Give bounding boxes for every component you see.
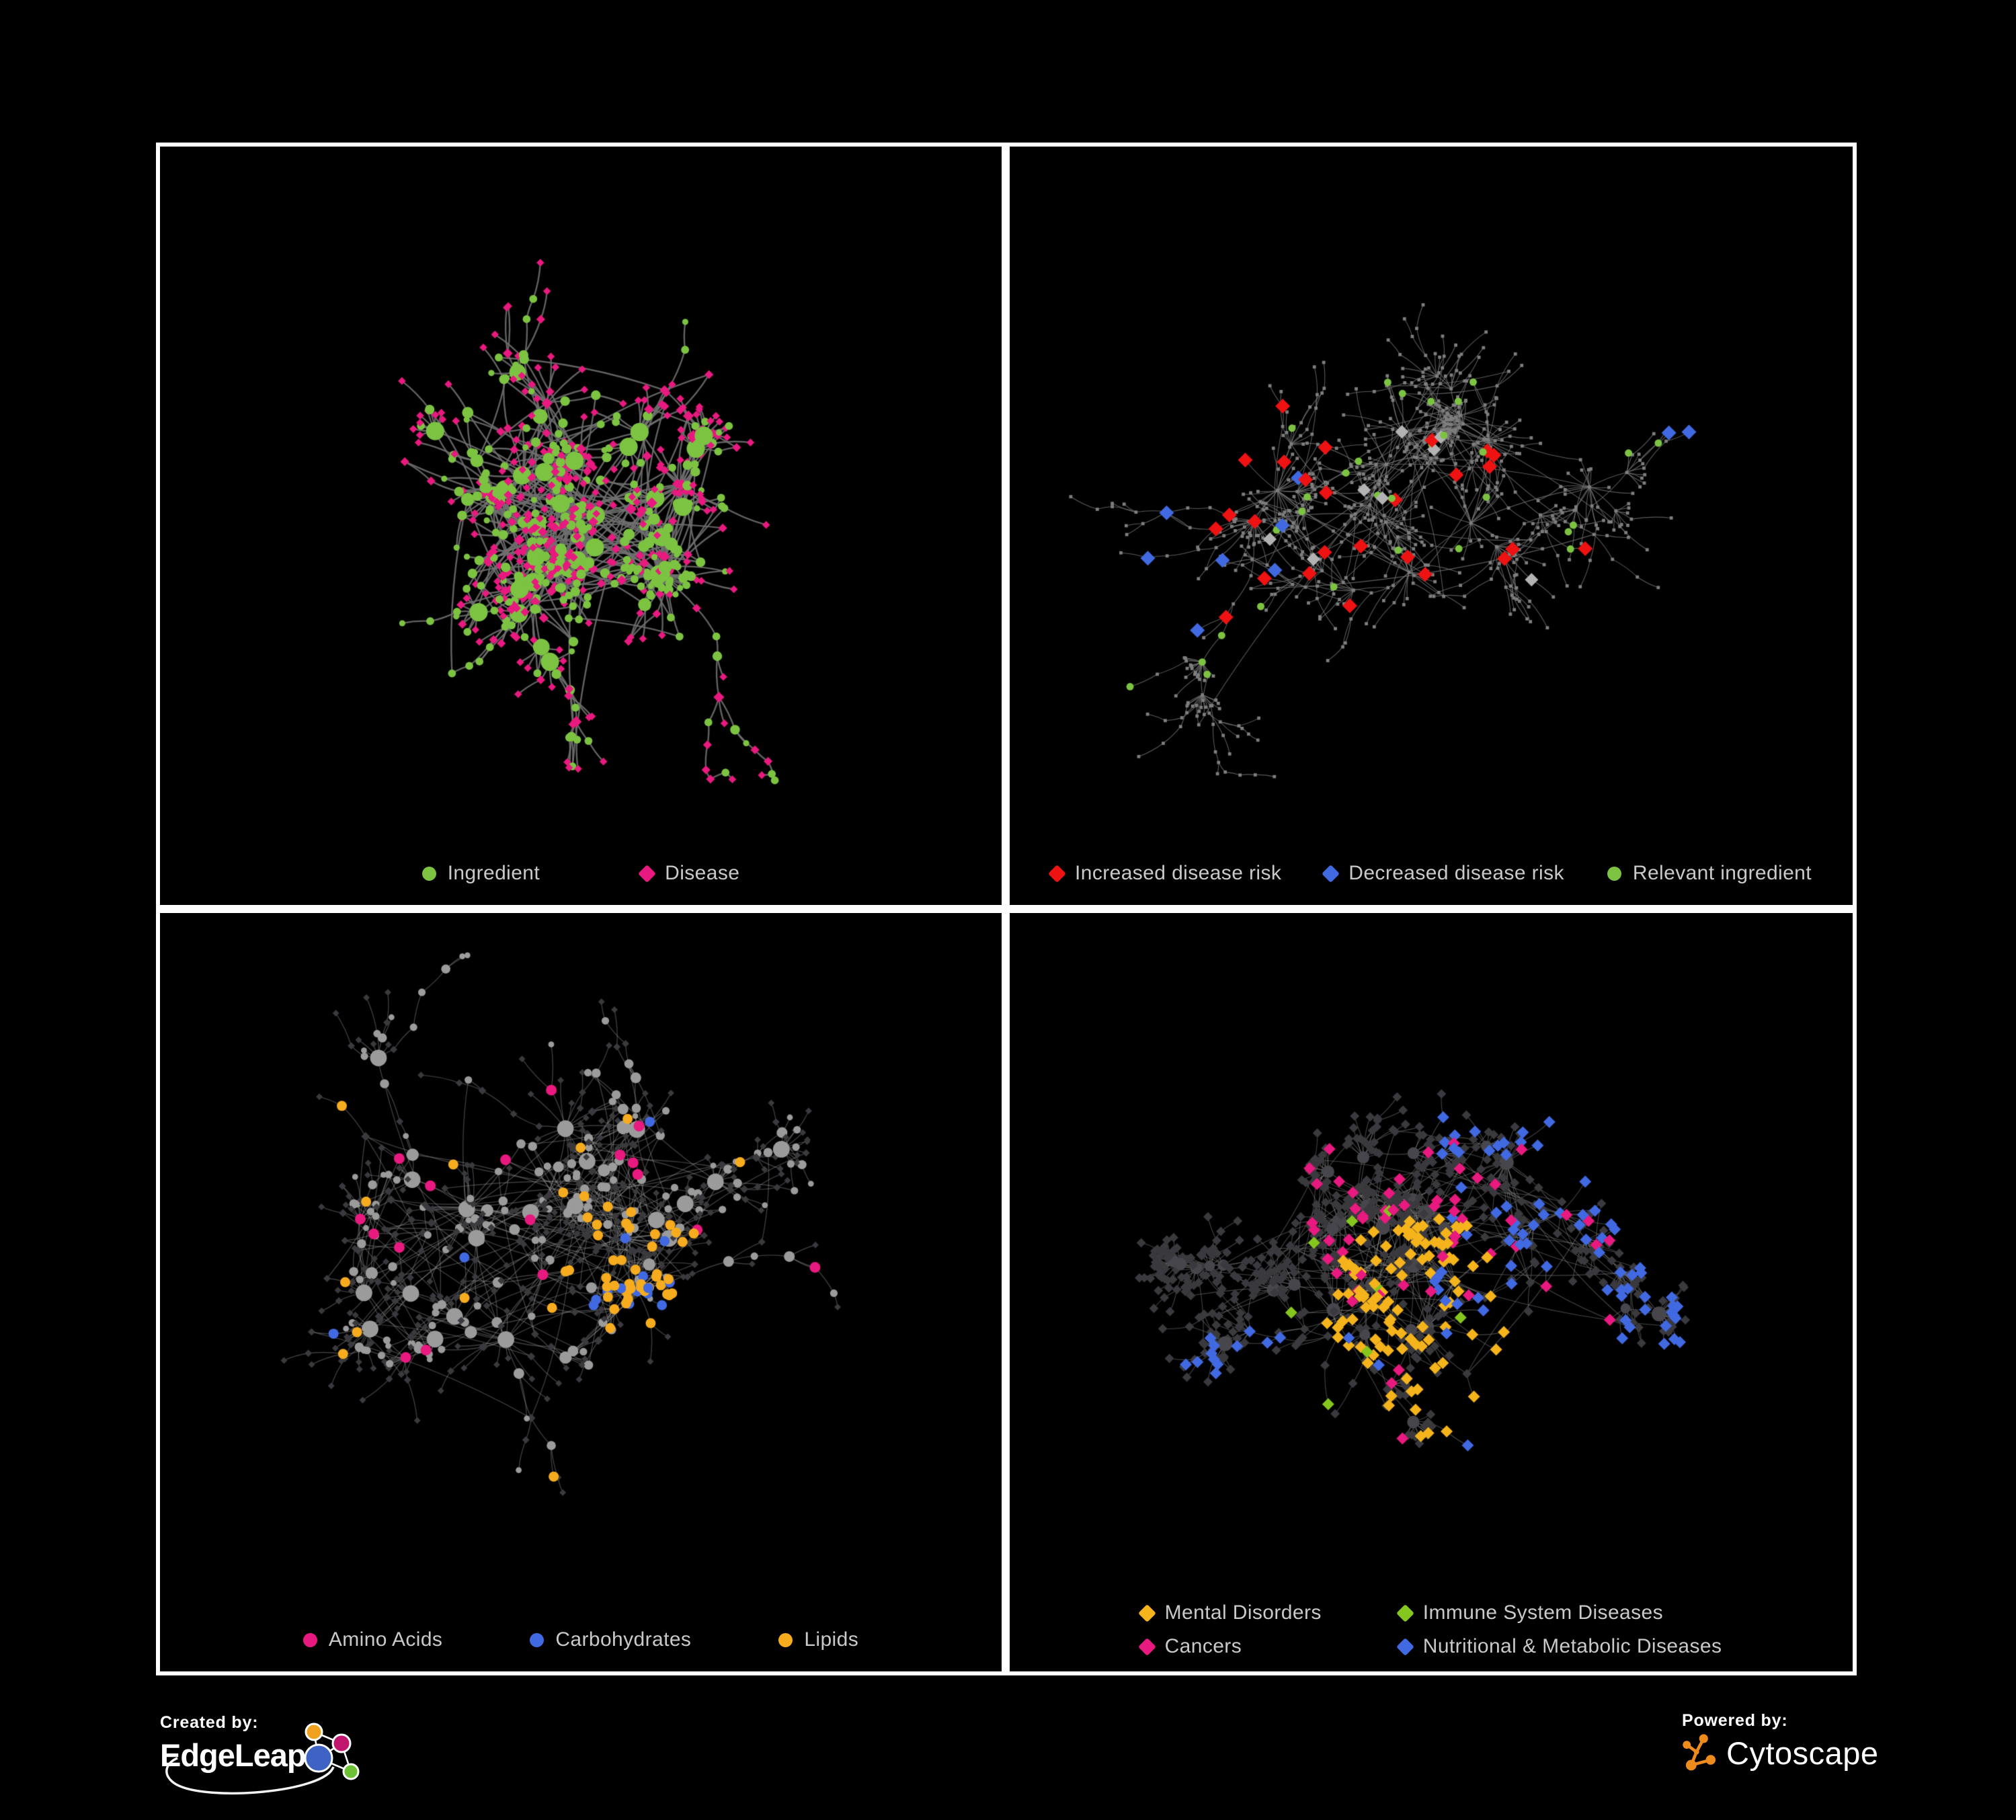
nutrient-class-network-canvas	[160, 913, 1002, 1671]
legend-item-increased-risk: Increased disease risk	[1048, 862, 1282, 885]
legend-item-immune-system-diseases: Immune System Diseases	[1396, 1601, 1722, 1624]
mental-disorders-diamond-icon	[1137, 1604, 1156, 1622]
legend-item-nutritional-metabolic-diseases: Nutritional & Metabolic Diseases	[1396, 1635, 1722, 1658]
legend-item-ingredient: Ingredient	[421, 862, 540, 885]
edgeleap-node-orange	[305, 1723, 323, 1741]
legend-label-cancers: Cancers	[1164, 1635, 1242, 1657]
legend-label-carbohydrates: Carbohydrates	[555, 1628, 692, 1651]
amino-acids-circle-icon	[303, 1632, 317, 1647]
disease-diamond-icon	[638, 864, 657, 883]
immune-system-diseases-diamond-icon	[1396, 1604, 1414, 1622]
cytoscape-wordmark: Cytoscape	[1726, 1735, 1879, 1771]
ingredient-disease-network-canvas	[160, 147, 1002, 905]
nutritional-metabolic-diseases-diamond-icon	[1396, 1637, 1414, 1656]
created-by-label: Created by:	[160, 1713, 259, 1732]
legend-label-relevant-ingredient: Relevant ingredient	[1632, 862, 1812, 884]
edgeleap-logo	[165, 1723, 360, 1795]
legend-item-disease: Disease	[638, 862, 740, 885]
carbohydrates-circle-icon	[530, 1632, 545, 1647]
edgeleap-node-green	[342, 1763, 360, 1780]
legend-disease-risk: Increased disease risk Decreased disease…	[1010, 862, 1853, 885]
panel-nutrient-classes: Amino Acids Carbohydrates Lipids	[156, 909, 1006, 1675]
edgeleap-node-blue	[304, 1743, 333, 1773]
powered-by-label: Powered by:	[1682, 1711, 1788, 1730]
edgeleap-node-magenta	[331, 1733, 352, 1753]
edgeleap-swoosh	[165, 1757, 335, 1795]
legend-disease-categories: Mental Disorders Immune System Diseases …	[1010, 1601, 1853, 1658]
lipids-circle-icon	[778, 1632, 793, 1647]
legend-item-lipids: Lipids	[778, 1628, 858, 1651]
legend-label-immune-system-diseases: Immune System Diseases	[1422, 1601, 1663, 1624]
panel-ingredient-disease: Ingredient Disease	[156, 143, 1006, 909]
legend-label-disease: Disease	[665, 862, 740, 884]
legend-ingredient-disease: Ingredient Disease	[160, 862, 1002, 885]
created-by-block: Created by: EdgeLeap	[160, 1713, 402, 1814]
ingredient-circle-icon	[421, 866, 436, 881]
legend-label-lipids: Lipids	[804, 1628, 859, 1651]
legend-item-decreased-risk: Decreased disease risk	[1322, 862, 1564, 885]
legend-label-increased-risk: Increased disease risk	[1075, 862, 1282, 884]
legend-item-amino-acids: Amino Acids	[303, 1628, 442, 1651]
legend-item-mental-disorders: Mental Disorders	[1137, 1601, 1322, 1624]
legend-label-amino-acids: Amino Acids	[328, 1628, 443, 1651]
legend-label-nutritional-metabolic-diseases: Nutritional & Metabolic Diseases	[1422, 1635, 1722, 1657]
legend-item-cancers: Cancers	[1137, 1635, 1322, 1658]
disease-risk-network-canvas	[1010, 147, 1853, 905]
cytoscape-logo-nodes	[1683, 1734, 1716, 1771]
panel-disease-categories: Mental Disorders Immune System Diseases …	[1006, 909, 1857, 1675]
panel-disease-risk: Increased disease risk Decreased disease…	[1006, 143, 1857, 909]
legend-label-mental-disorders: Mental Disorders	[1164, 1601, 1322, 1624]
disease-category-network-canvas	[1010, 913, 1853, 1671]
increased-risk-diamond-icon	[1048, 864, 1066, 883]
edgeleap-wordmark: EdgeLeap	[160, 1737, 307, 1773]
legend-item-relevant-ingredient: Relevant ingredient	[1607, 862, 1812, 885]
decreased-risk-diamond-icon	[1322, 864, 1340, 883]
legend-nutrient-classes: Amino Acids Carbohydrates Lipids	[160, 1628, 1002, 1651]
powered-by-block: Powered by: Cytoscape	[1682, 1711, 1964, 1812]
relevant-ingredient-circle-icon	[1607, 866, 1621, 881]
legend-label-decreased-risk: Decreased disease risk	[1348, 862, 1564, 884]
edgeleap-logo-nodes	[304, 1723, 360, 1780]
legend-label-ingredient: Ingredient	[447, 862, 540, 884]
legend-item-carbohydrates: Carbohydrates	[530, 1628, 691, 1651]
cytoscape-logo	[1683, 1734, 1716, 1771]
cancers-diamond-icon	[1137, 1637, 1156, 1656]
